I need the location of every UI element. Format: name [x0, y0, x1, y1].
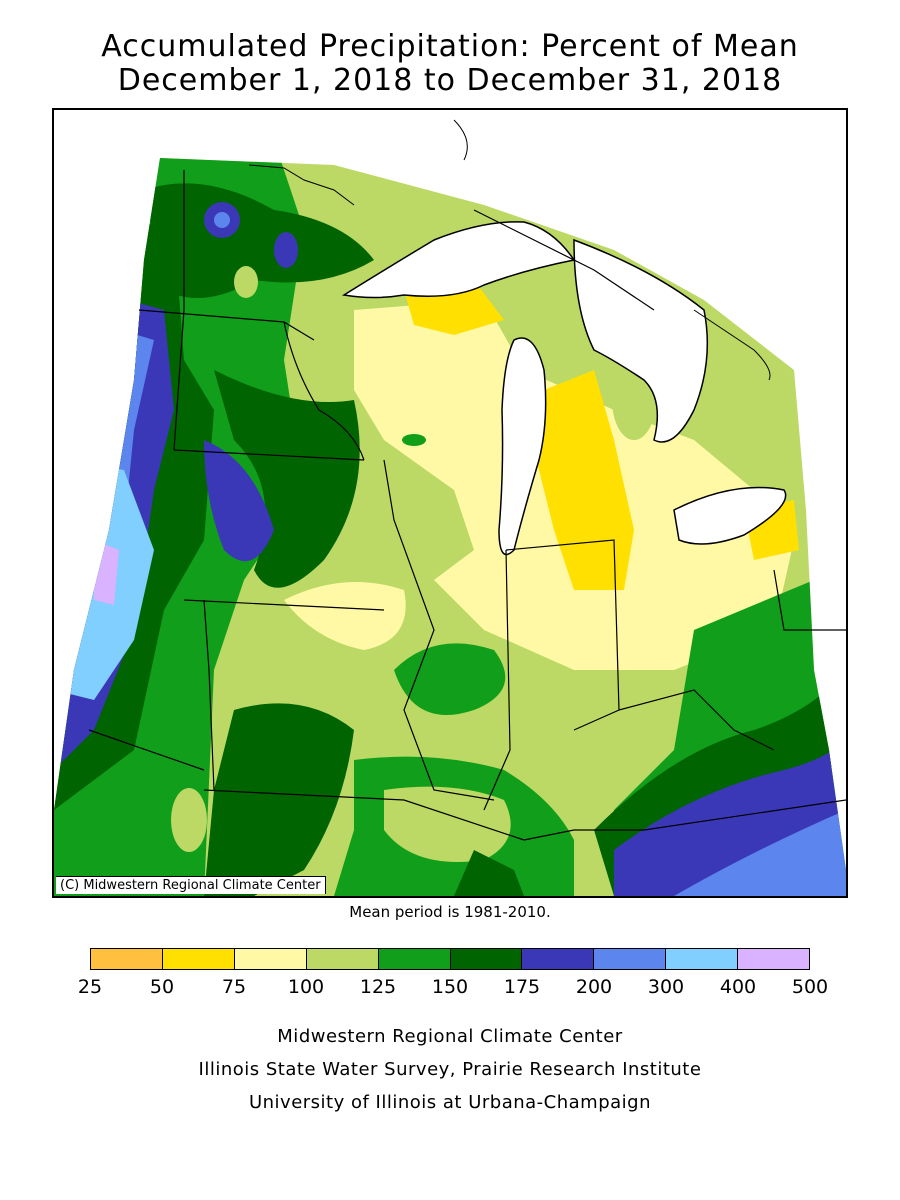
- legend-tick-label: 75: [221, 976, 247, 998]
- legend-swatch: [234, 949, 307, 969]
- state-boundaries: [88, 170, 846, 841]
- legend-ticks: 25 50 75 100 125 150 175 200 300 400 500: [78, 976, 828, 1000]
- legend-swatch: [666, 949, 739, 969]
- legend-tick-label: 50: [149, 976, 175, 998]
- legend-swatch: [450, 949, 523, 969]
- legend-swatch: [378, 949, 451, 969]
- legend-tick-label: 200: [575, 976, 613, 998]
- legend-tick-label: 300: [647, 976, 685, 998]
- mean-period-note: Mean period is 1981-2010.: [349, 903, 551, 921]
- credit-line-3: University of Illinois at Urbana-Champai…: [248, 1092, 652, 1113]
- copyright-label: (C) Midwestern Regional Climate Center: [56, 876, 326, 894]
- legend-tick-label: 100: [287, 976, 325, 998]
- legend-swatch: [162, 949, 235, 969]
- legend-swatch: [738, 949, 810, 969]
- credit-line-2: Illinois State Water Survey, Prairie Res…: [198, 1059, 702, 1080]
- great-lakes: [341, 221, 787, 556]
- legend-tick-label: 25: [77, 976, 103, 998]
- precipitation-map: (C) Midwestern Regional Climate Center: [52, 108, 848, 898]
- legend-swatch: [306, 949, 379, 969]
- legend-swatch: [594, 949, 667, 969]
- credit-line-1: Midwestern Regional Climate Center: [277, 1026, 623, 1047]
- legend-tick-label: 400: [719, 976, 757, 998]
- legend-tick-label: 125: [359, 976, 397, 998]
- legend-tick-label: 500: [791, 976, 829, 998]
- credits: Midwestern Regional Climate Center Illin…: [0, 1020, 900, 1119]
- legend-swatch: [91, 949, 163, 969]
- map-date-range: December 1, 2018 to December 31, 2018: [117, 63, 783, 98]
- legend-swatch: [522, 949, 595, 969]
- legend-tick-label: 175: [503, 976, 541, 998]
- color-legend: [90, 948, 810, 970]
- legend-tick-label: 150: [431, 976, 469, 998]
- map-title: Accumulated Precipitation: Percent of Me…: [101, 29, 799, 64]
